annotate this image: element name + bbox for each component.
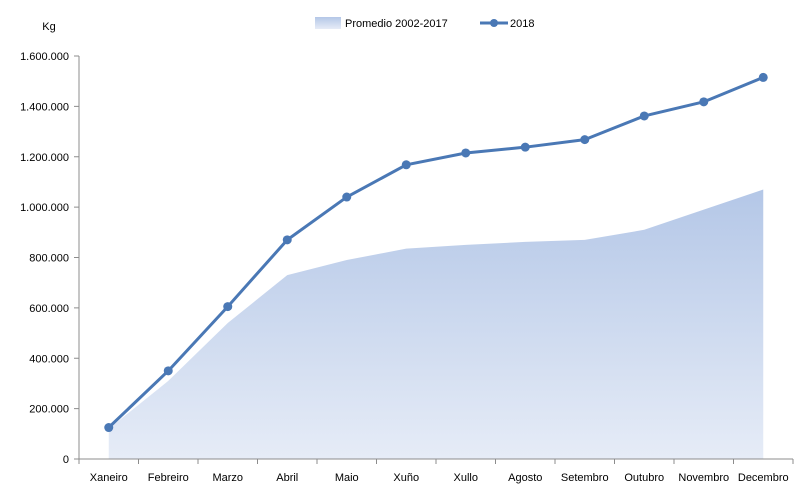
- plot-area: 0 200.000 400.000 600.000 800.000 1.000.000 1.…: [20, 51, 794, 484]
- legend-swatch-average: [315, 17, 341, 29]
- y-tick-label: 1.400.000: [20, 101, 69, 113]
- data-point-2018: [461, 148, 471, 158]
- x-tick-label: Xuño: [393, 472, 419, 484]
- x-tick-label: Novembro: [678, 472, 729, 484]
- y-tick-label: 400.000: [29, 353, 69, 365]
- x-tick-label: Xaneiro: [90, 472, 128, 484]
- data-point-2018: [580, 135, 590, 145]
- y-tick-label: 1.000.000: [20, 202, 69, 214]
- y-tick-label: 1.600.000: [20, 51, 69, 63]
- data-point-2018: [163, 366, 173, 376]
- x-tick-label: Agosto: [508, 472, 542, 484]
- y-axis-unit-label: Kg: [42, 21, 55, 33]
- y-tick-label: 1.200.000: [20, 152, 69, 164]
- y-tick-label: 800.000: [29, 253, 69, 265]
- y-tick-label: 600.000: [29, 303, 69, 315]
- data-point-2018: [282, 235, 292, 245]
- data-point-2018: [758, 72, 768, 82]
- legend-label-2018: 2018: [510, 18, 534, 30]
- y-tick-label: 0: [63, 454, 69, 466]
- y-tick-label: 200.000: [29, 404, 69, 416]
- x-tick-label: Decembro: [738, 472, 789, 484]
- data-point-2018: [223, 302, 233, 312]
- data-point-2018: [520, 142, 530, 152]
- x-tick-label: Abril: [276, 472, 298, 484]
- x-tick-label: Setembro: [561, 472, 609, 484]
- line-series-2018: [107, 75, 765, 430]
- data-point-2018: [401, 160, 411, 170]
- data-point-2018: [699, 97, 709, 107]
- legend: Promedio 2002-2017 2018: [315, 17, 534, 30]
- area-series-promedio: [108, 189, 764, 459]
- data-point-2018: [104, 423, 114, 433]
- x-tick-label: Maio: [335, 472, 359, 484]
- x-tick-label: Febreiro: [148, 472, 189, 484]
- data-point-2018: [639, 111, 649, 121]
- legend-label-average: Promedio 2002-2017: [345, 18, 448, 30]
- data-point-2018: [342, 192, 352, 202]
- legend-swatch-2018-marker: [490, 19, 498, 27]
- x-tick-label: Xullo: [454, 472, 478, 484]
- x-tick-label: Marzo: [212, 472, 243, 484]
- x-tick-label: Outubro: [624, 472, 664, 484]
